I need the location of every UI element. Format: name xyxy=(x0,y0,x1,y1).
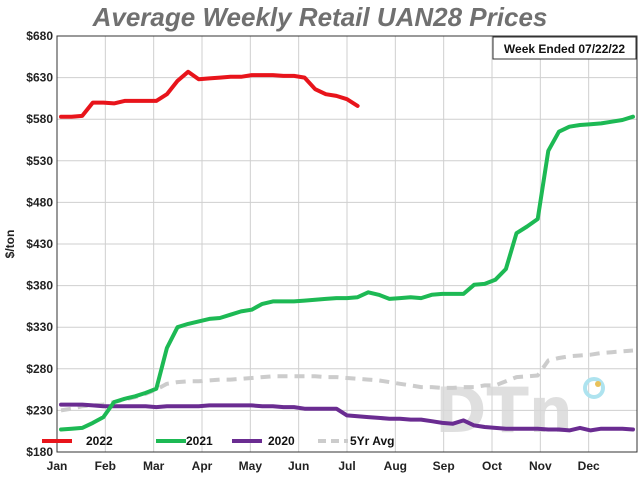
series-line-2020 xyxy=(59,402,635,433)
y-tick-label: $330 xyxy=(26,320,53,334)
note-text: Week Ended 07/22/22 xyxy=(504,42,626,56)
series-line-2021 xyxy=(59,114,635,432)
x-tick-label: Aug xyxy=(384,459,407,473)
y-tick-label: $680 xyxy=(26,29,53,43)
y-tick-label: $480 xyxy=(26,195,53,209)
y-tick-label: $280 xyxy=(26,362,53,376)
series-line-5yr-avg xyxy=(60,348,634,413)
legend-label: 5Yr Avg xyxy=(350,434,394,448)
legend-label: 2020 xyxy=(268,434,295,448)
x-tick-label: May xyxy=(239,459,263,473)
note-box xyxy=(492,36,637,60)
y-tick-label: $380 xyxy=(26,279,53,293)
x-tick-label: Oct xyxy=(482,459,502,473)
y-tick-label: $430 xyxy=(26,237,53,251)
x-tick-label: Dec xyxy=(578,459,600,473)
x-tick-label: Sep xyxy=(433,459,455,473)
chart-title: Average Weekly Retail UAN28 Prices xyxy=(92,2,548,32)
dtn-logo-watermark: DTn xyxy=(435,374,605,447)
y-tick-label: $580 xyxy=(26,112,53,126)
legend-label: 2021 xyxy=(186,434,213,448)
x-tick-label: Apr xyxy=(192,459,213,473)
x-tick-label: Nov xyxy=(529,459,552,473)
plot-border xyxy=(56,35,638,453)
svg-text:DTn: DTn xyxy=(435,374,573,447)
x-tick-label: Jun xyxy=(288,459,309,473)
y-tick-label: $630 xyxy=(26,71,53,85)
x-tick-label: Feb xyxy=(95,459,116,473)
y-tick-label: $180 xyxy=(26,445,53,459)
y-tick-label: $230 xyxy=(26,403,53,417)
legend-label: 2022 xyxy=(86,434,113,448)
series-line-2022 xyxy=(59,69,360,119)
x-tick-label: Jul xyxy=(338,459,355,473)
x-tick-label: Jan xyxy=(47,459,68,473)
x-tick-label: Mar xyxy=(143,459,165,473)
y-tick-label: $530 xyxy=(26,154,53,168)
y-axis-title: $/ton xyxy=(3,230,17,259)
